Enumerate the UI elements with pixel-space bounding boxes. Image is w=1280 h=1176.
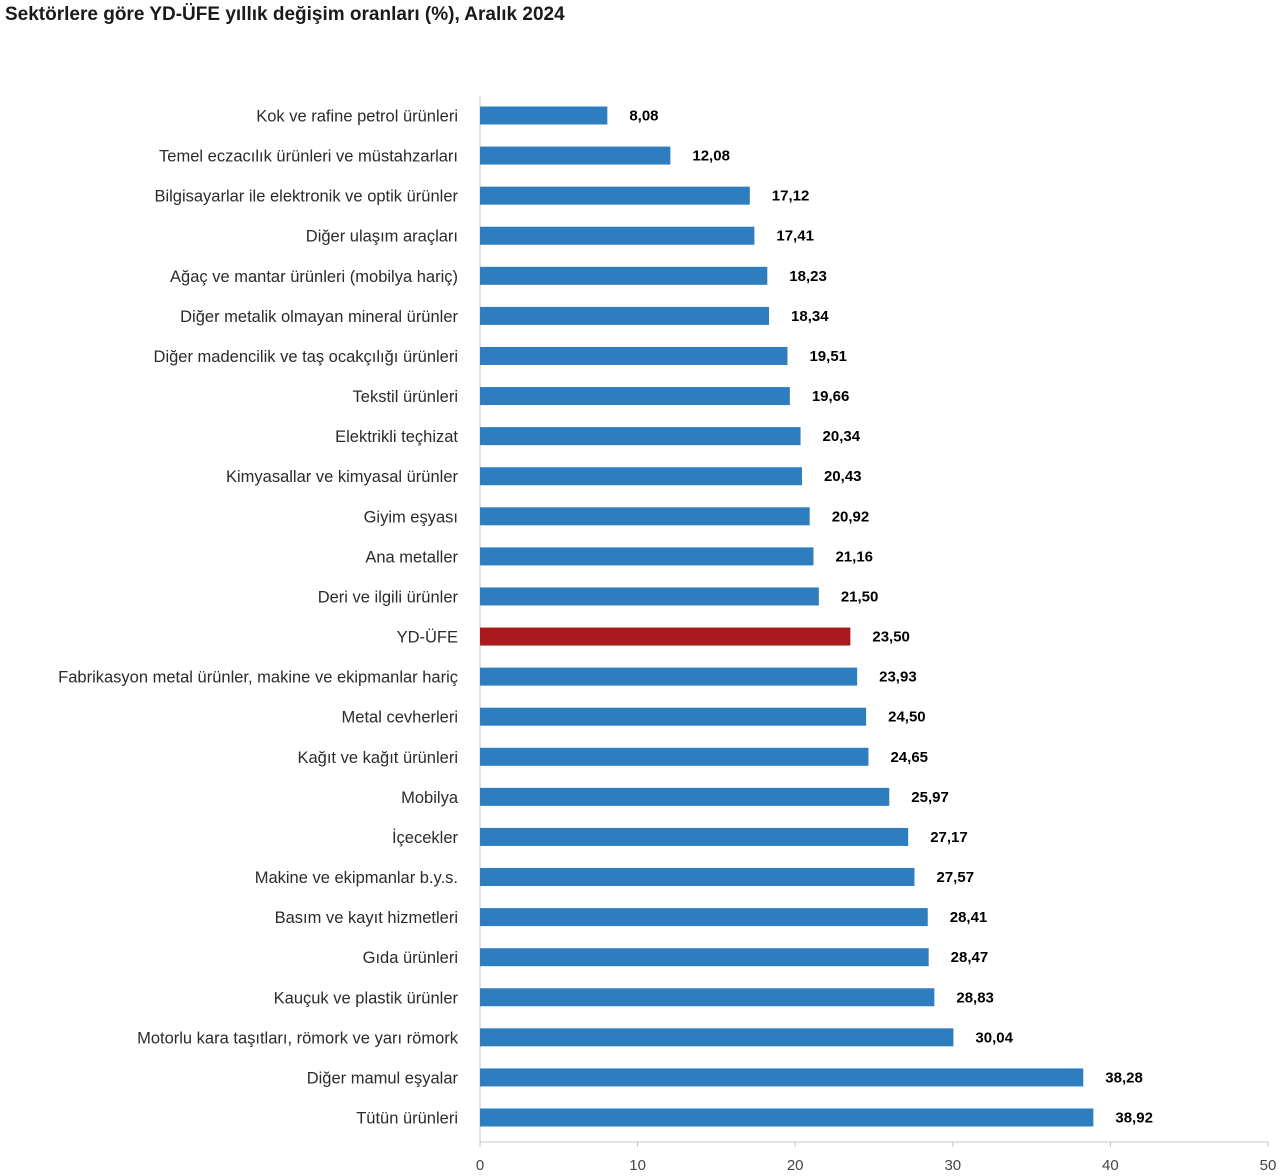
bar-kok-ve-rafine-petrol-urunleri <box>480 106 608 125</box>
category-label-makine-ve-ekipmanlar-b-y-s: Makine ve ekipmanlar b.y.s. <box>255 869 458 887</box>
category-label-ana-metaller: Ana metaller <box>365 548 458 566</box>
value-label-icecekler: 27,17 <box>930 829 968 846</box>
bar-kaucuk-ve-plastik-urunler <box>480 988 935 1007</box>
value-label-elektrikli-techizat: 20,34 <box>823 428 861 445</box>
value-label-diger-ulasim-araclari: 17,41 <box>776 228 814 245</box>
value-label-makine-ve-ekipmanlar-b-y-s: 27,57 <box>937 869 975 886</box>
category-label-metal-cevherleri: Metal cevherleri <box>342 709 458 727</box>
value-label-mobilya: 25,97 <box>911 789 949 806</box>
value-label-giyim-esyasi: 20,92 <box>832 508 870 525</box>
value-label-deri-ve-ilgili-urunler: 21,50 <box>841 588 879 605</box>
category-label-diger-metalik-olmayan-mineral-urunler: Diğer metalik olmayan mineral ürünler <box>180 308 458 326</box>
bar-tekstil-urunleri <box>480 387 790 406</box>
bar-diger-ulasim-araclari <box>480 226 755 245</box>
bar-mobilya <box>480 787 890 806</box>
value-label-temel-eczacilik-urunleri-ve-mustahzarlari: 12,08 <box>692 148 730 165</box>
bar-ana-metaller <box>480 547 814 566</box>
value-label-ana-metaller: 21,16 <box>835 548 873 565</box>
category-label-gida-urunleri: Gıda ürünleri <box>363 949 458 967</box>
bar-temel-eczacilik-urunleri-ve-mustahzarlari <box>480 146 671 165</box>
bar-agac-ve-mantar-urunleri-mobilya-haric <box>480 266 768 285</box>
category-label-yd-ufe: YD-ÜFE <box>397 629 458 647</box>
category-label-agac-ve-mantar-urunleri-mobilya-haric: Ağaç ve mantar ürünleri (mobilya hariç) <box>170 268 458 286</box>
value-label-basim-ve-kayit-hizmetleri: 28,41 <box>950 909 988 926</box>
category-label-kok-ve-rafine-petrol-urunleri: Kok ve rafine petrol ürünleri <box>256 108 458 126</box>
value-label-fabrikasyon-metal-urunler-makine-ve-ekipmanlar-haric: 23,93 <box>879 669 917 686</box>
value-label-diger-mamul-esyalar: 38,28 <box>1105 1069 1143 1086</box>
category-label-temel-eczacilik-urunleri-ve-mustahzarlari: Temel eczacılık ürünleri ve müstahzarlar… <box>159 148 458 166</box>
bar-elektrikli-techizat <box>480 427 801 446</box>
bar-kimyasallar-ve-kimyasal-urunler <box>480 467 802 486</box>
value-label-diger-madencilik-ve-tas-ocakciligi-urunleri: 19,51 <box>809 348 847 365</box>
category-label-diger-madencilik-ve-tas-ocakciligi-urunleri: Diğer madencilik ve taş ocakçılığı ürünl… <box>154 348 458 366</box>
category-label-fabrikasyon-metal-urunler-makine-ve-ekipmanlar-haric: Fabrikasyon metal ürünler, makine ve eki… <box>58 669 458 687</box>
bar-bilgisayarlar-ile-elektronik-ve-optik-urunler <box>480 186 750 205</box>
category-label-bilgisayarlar-ile-elektronik-ve-optik-urunler: Bilgisayarlar ile elektronik ve optik ür… <box>154 188 458 206</box>
value-label-kimyasallar-ve-kimyasal-urunler: 20,43 <box>824 468 862 485</box>
value-label-kok-ve-rafine-petrol-urunleri: 8,08 <box>629 108 658 125</box>
bar-giyim-esyasi <box>480 507 810 526</box>
x-tick-label-10: 10 <box>629 1157 646 1174</box>
bar-kagit-ve-kagit-urunleri <box>480 747 869 766</box>
category-label-diger-mamul-esyalar: Diğer mamul eşyalar <box>307 1069 459 1087</box>
bar-deri-ve-ilgili-urunler <box>480 587 819 606</box>
value-label-yd-ufe: 23,50 <box>872 629 910 646</box>
value-label-tutun-urunleri: 38,92 <box>1115 1110 1153 1127</box>
category-label-motorlu-kara-tasitlari-romork-ve-yari-romork: Motorlu kara taşıtları, römork ve yarı r… <box>137 1029 459 1047</box>
bar-icecekler <box>480 827 909 846</box>
x-tick-label-50: 50 <box>1260 1157 1277 1174</box>
bar-diger-madencilik-ve-tas-ocakciligi-urunleri <box>480 346 788 365</box>
bar-metal-cevherleri <box>480 707 867 726</box>
value-label-kaucuk-ve-plastik-urunler: 28,83 <box>956 989 994 1006</box>
value-label-agac-ve-mantar-urunleri-mobilya-haric: 18,23 <box>789 268 827 285</box>
value-label-motorlu-kara-tasitlari-romork-ve-yari-romork: 30,04 <box>975 1029 1013 1046</box>
category-label-giyim-esyasi: Giyim eşyası <box>364 508 458 526</box>
category-label-tekstil-urunleri: Tekstil ürünleri <box>353 388 458 406</box>
bar-fabrikasyon-metal-urunler-makine-ve-ekipmanlar-haric <box>480 667 858 686</box>
category-label-kimyasallar-ve-kimyasal-urunler: Kimyasallar ve kimyasal ürünler <box>226 468 458 486</box>
bar-basim-ve-kayit-hizmetleri <box>480 908 928 927</box>
category-label-elektrikli-techizat: Elektrikli teçhizat <box>335 428 458 446</box>
value-label-metal-cevherleri: 24,50 <box>888 709 926 726</box>
category-label-basim-ve-kayit-hizmetleri: Basım ve kayıt hizmetleri <box>275 909 458 927</box>
value-label-bilgisayarlar-ile-elektronik-ve-optik-urunler: 17,12 <box>772 188 810 205</box>
bar-diger-metalik-olmayan-mineral-urunler <box>480 306 770 325</box>
x-tick-label-30: 30 <box>944 1157 961 1174</box>
category-label-diger-ulasim-araclari: Diğer ulaşım araçları <box>306 228 458 246</box>
category-label-kaucuk-ve-plastik-urunler: Kauçuk ve plastik ürünler <box>274 989 459 1007</box>
value-label-gida-urunleri: 28,47 <box>951 949 989 966</box>
category-label-mobilya: Mobilya <box>401 789 459 807</box>
bar-motorlu-kara-tasitlari-romork-ve-yari-romork <box>480 1028 954 1047</box>
value-label-diger-metalik-olmayan-mineral-urunler: 18,34 <box>791 308 829 325</box>
bar-yd-ufe <box>480 627 851 646</box>
bar-gida-urunleri <box>480 948 929 967</box>
value-label-kagit-ve-kagit-urunleri: 24,65 <box>890 749 928 766</box>
category-label-kagit-ve-kagit-urunleri: Kağıt ve kağıt ürünleri <box>297 749 458 767</box>
bar-diger-mamul-esyalar <box>480 1068 1084 1087</box>
x-tick-label-20: 20 <box>787 1157 804 1174</box>
x-tick-label-0: 0 <box>476 1157 484 1174</box>
category-label-deri-ve-ilgili-urunler: Deri ve ilgili ürünler <box>318 588 459 606</box>
bar-makine-ve-ekipmanlar-b-y-s <box>480 868 915 887</box>
value-label-tekstil-urunleri: 19,66 <box>812 388 850 405</box>
chart-title: Sektörlere göre YD-ÜFE yıllık değişim or… <box>5 4 565 25</box>
bar-tutun-urunleri <box>480 1108 1094 1127</box>
category-label-icecekler: İçecekler <box>392 828 459 847</box>
x-tick-label-40: 40 <box>1102 1157 1119 1174</box>
category-label-tutun-urunleri: Tütün ürünleri <box>356 1110 458 1128</box>
